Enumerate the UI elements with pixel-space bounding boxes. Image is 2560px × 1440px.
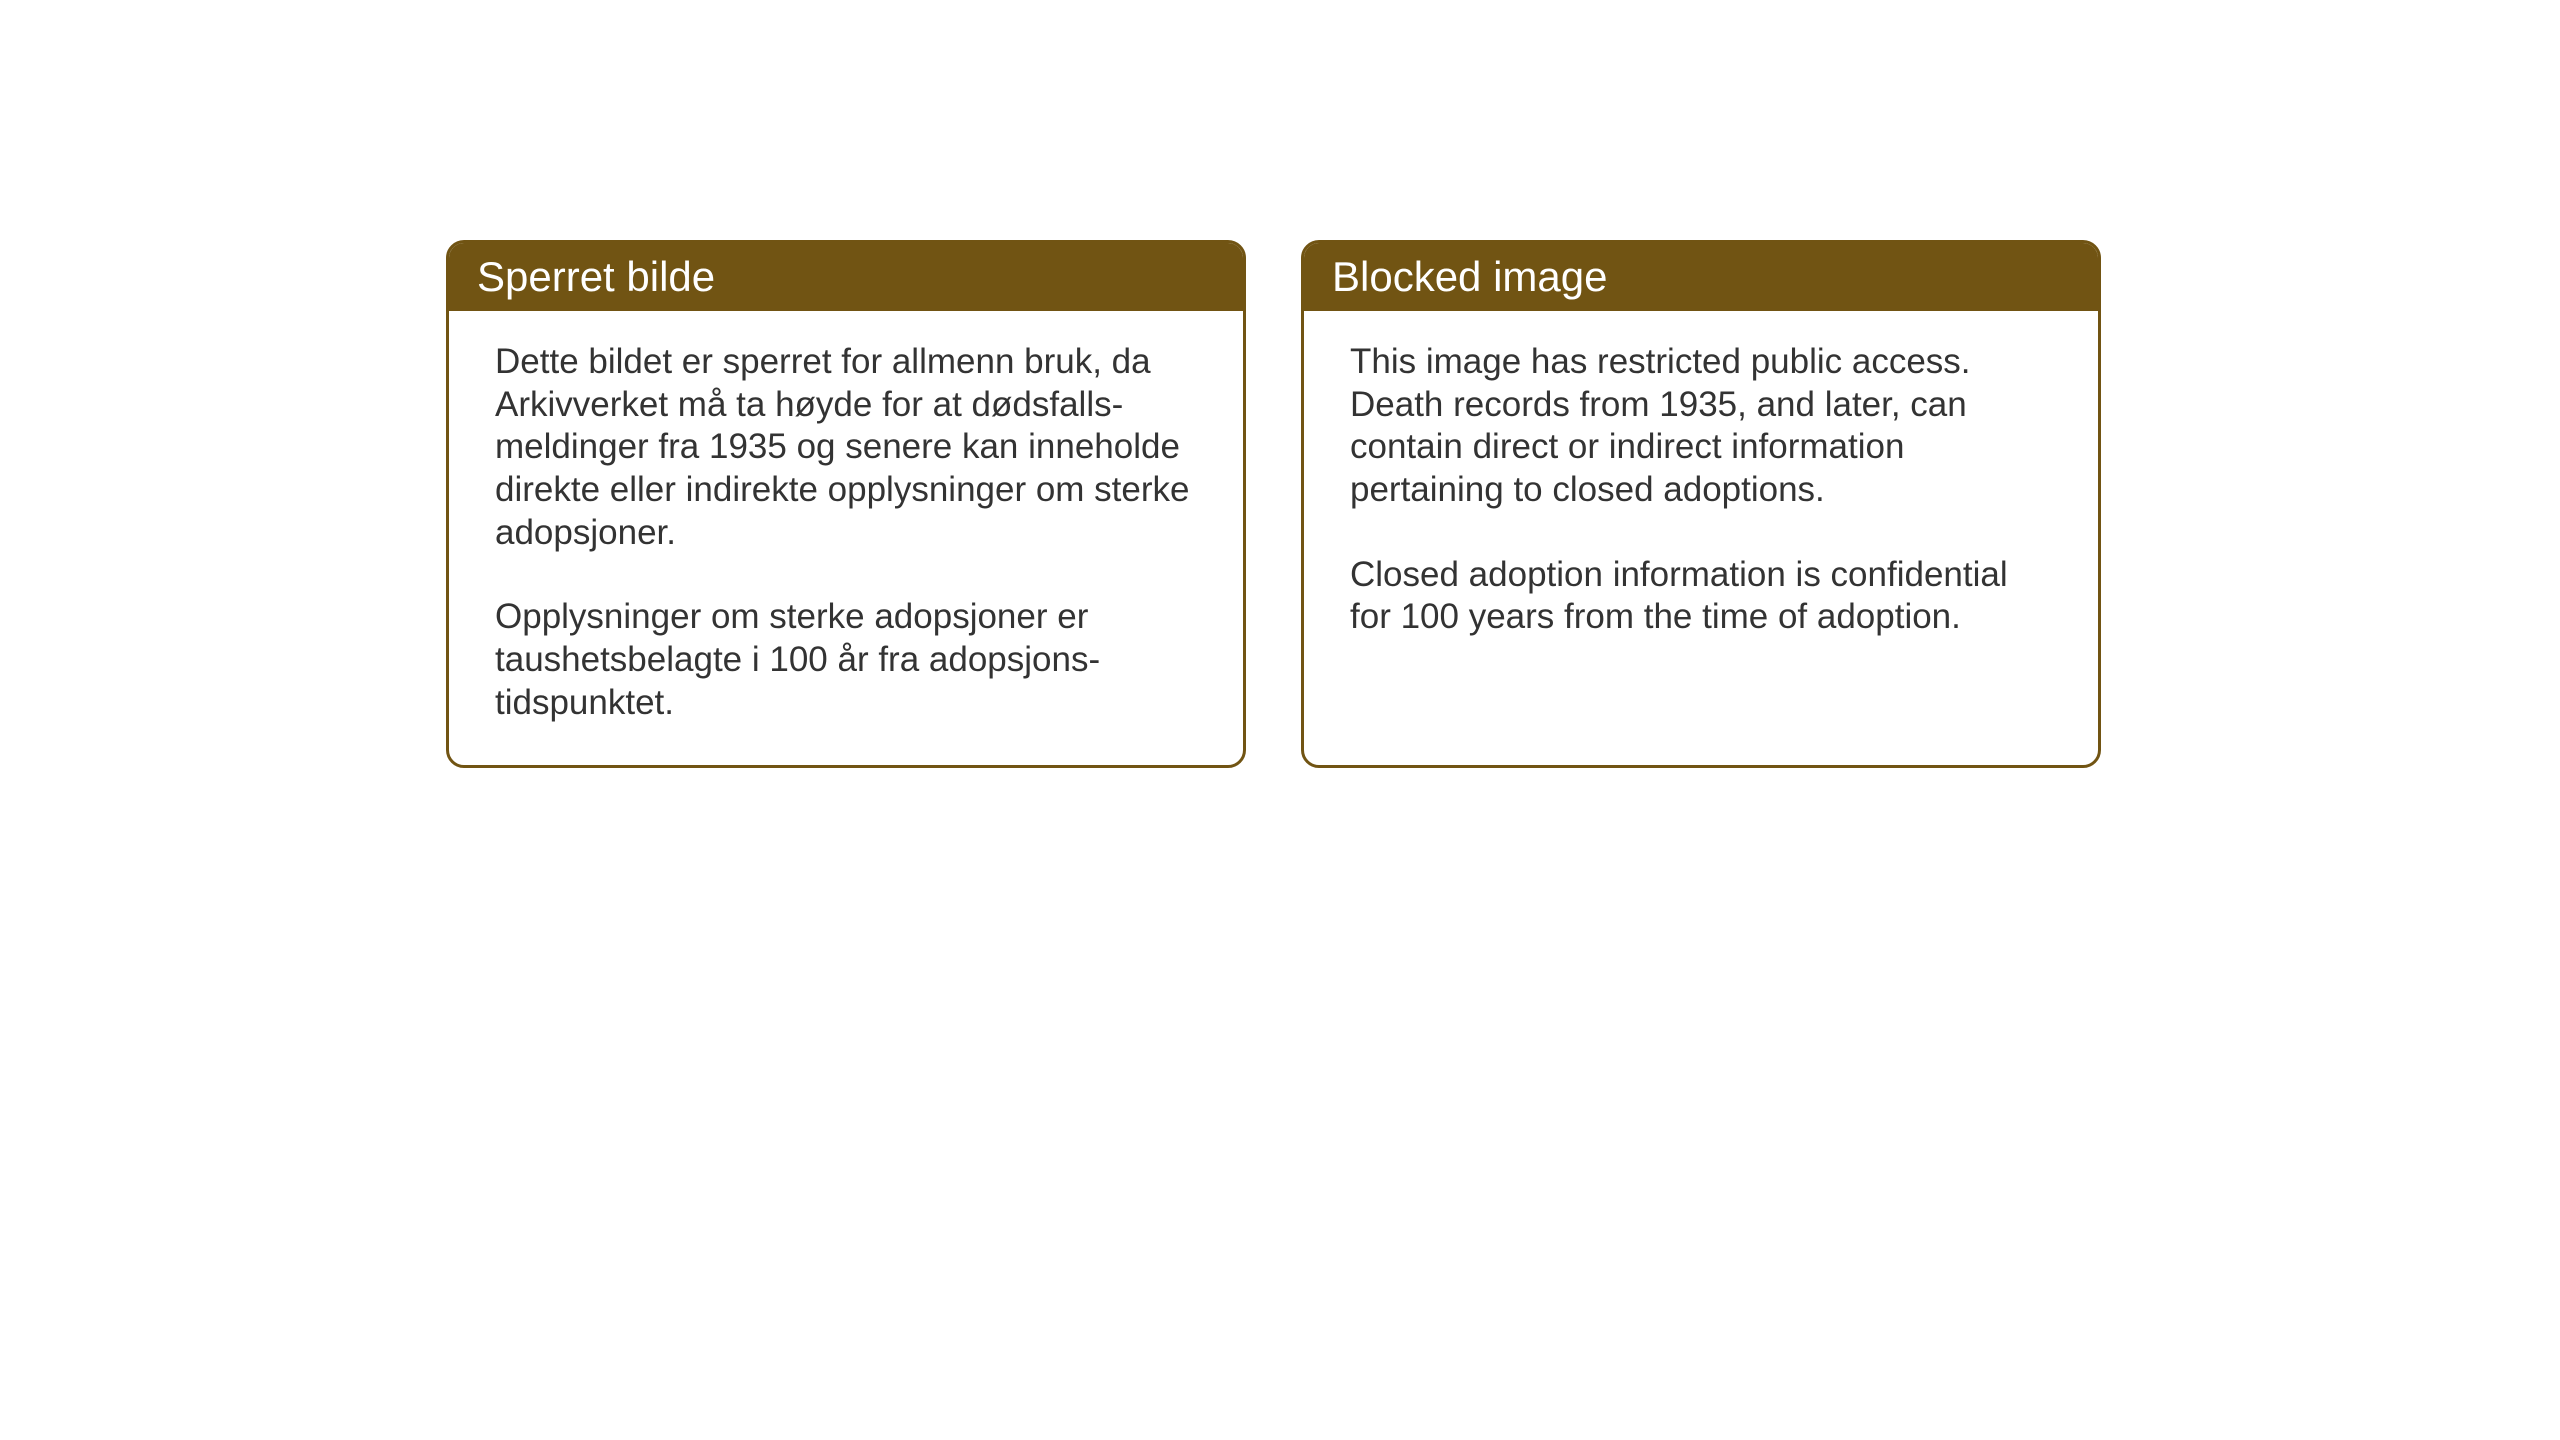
card-title: Sperret bilde xyxy=(477,253,715,300)
notice-container: Sperret bilde Dette bildet er sperret fo… xyxy=(446,240,2101,768)
card-header: Sperret bilde xyxy=(449,243,1243,311)
card-title: Blocked image xyxy=(1332,253,1607,300)
notice-card-english: Blocked image This image has restricted … xyxy=(1301,240,2101,768)
card-body: This image has restricted public access.… xyxy=(1304,311,2098,751)
card-paragraph: Closed adoption information is confident… xyxy=(1350,554,2052,639)
card-paragraph: This image has restricted public access.… xyxy=(1350,341,2052,512)
card-paragraph: Opplysninger om sterke adopsjoner er tau… xyxy=(495,596,1197,724)
card-paragraph: Dette bildet er sperret for allmenn bruk… xyxy=(495,341,1197,554)
card-header: Blocked image xyxy=(1304,243,2098,311)
notice-card-norwegian: Sperret bilde Dette bildet er sperret fo… xyxy=(446,240,1246,768)
card-body: Dette bildet er sperret for allmenn bruk… xyxy=(449,311,1243,765)
